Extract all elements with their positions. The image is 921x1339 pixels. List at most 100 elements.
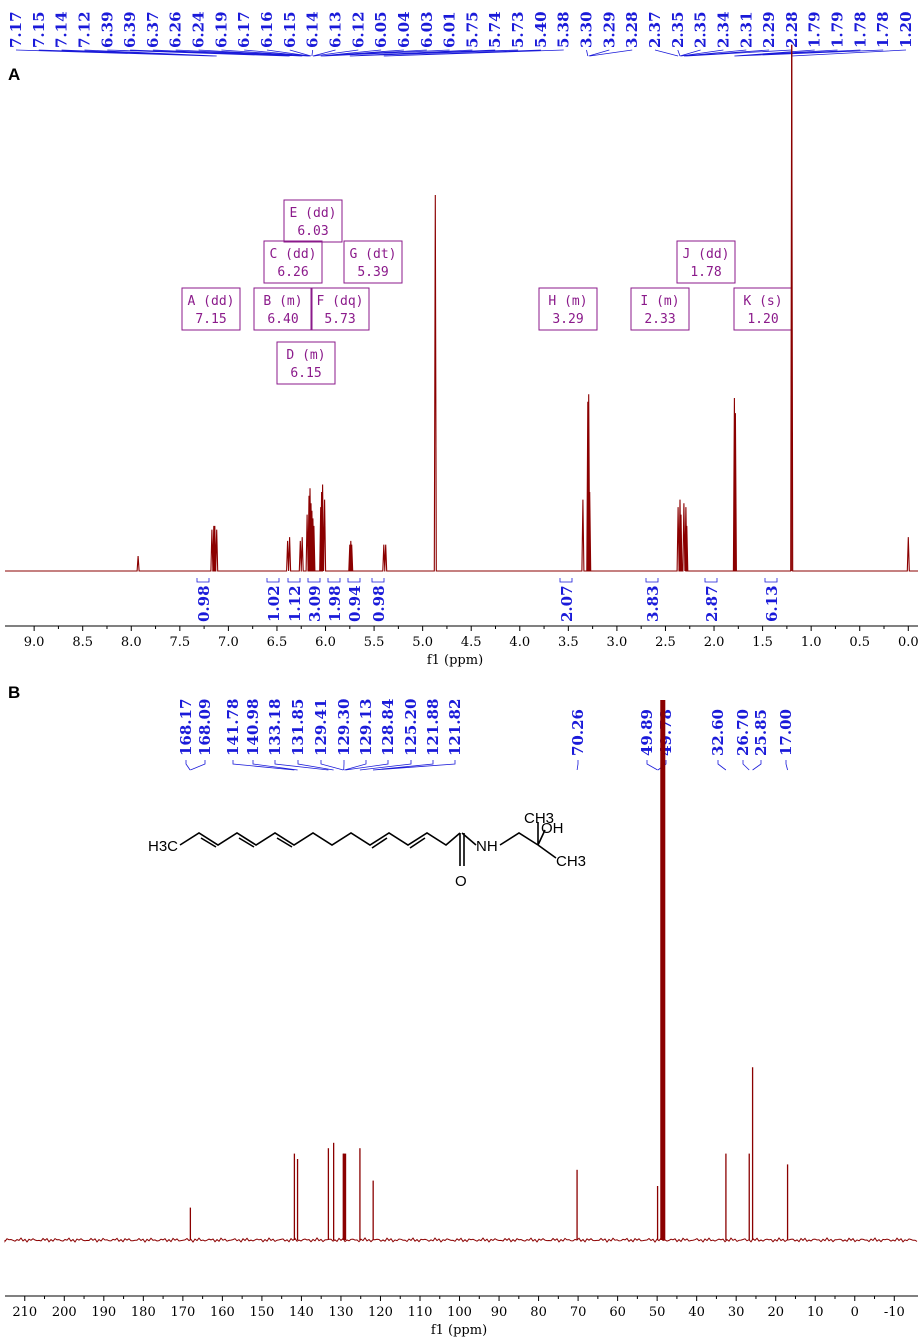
b-tick-label: 50 [649, 1305, 666, 1320]
a-integrals: 0.98 1.02 1.12 3.09 1.98 0.94 0.98 2.07 3.83 2.87… [195, 578, 781, 622]
a-peak-label: 5.74 [486, 11, 504, 48]
a-peak-label: 5.75 [463, 11, 481, 48]
a-peak-label: 1.78 [874, 11, 892, 48]
a-integral-bracket [645, 578, 659, 583]
a-peak-label: 6.24 [190, 11, 208, 48]
a-multiplet-box [263, 240, 323, 284]
a-multiplet-name: B (m) [263, 294, 302, 309]
a-peak-label: 2.35 [669, 11, 687, 48]
a-peak-label: 6.12 [349, 11, 367, 48]
b-peak-label: 125.20 [402, 699, 420, 756]
a-multiplet-name: F (dq) [317, 294, 364, 309]
b-tick-label: -10 [884, 1305, 905, 1320]
structure-ch3-right-label: CH3 [556, 853, 586, 870]
b-peak-label: 140.98 [244, 699, 262, 756]
b-tick-label: 90 [491, 1305, 508, 1320]
structure-chain-bonds [179, 832, 461, 846]
chemical-structure [179, 822, 557, 866]
a-tick-label: 7.5 [169, 635, 190, 650]
a-integral-value: 0.94 [346, 585, 364, 622]
b-peak-label: 129.13 [357, 699, 375, 756]
a-multiplet-name: K (s) [743, 294, 782, 309]
b-peak-label: 168.17 [177, 699, 195, 756]
b-tick-label: 120 [368, 1305, 393, 1320]
a-peak-label: 3.30 [578, 11, 596, 48]
a-peak-label: 3.29 [600, 11, 618, 48]
a-peak-label: 1.78 [851, 11, 869, 48]
a-integral-bracket [764, 578, 778, 583]
a-peak-label: 7.12 [76, 11, 94, 48]
a-integral-bracket [704, 578, 718, 583]
a-peak-label: 6.13 [327, 11, 345, 48]
b-peak-label: 49.78 [657, 709, 675, 756]
a-spectrum-path [5, 44, 918, 572]
b-tick-label: 0 [851, 1305, 859, 1320]
a-tick-label: 0.0 [898, 635, 919, 650]
a-integral-value: 3.83 [644, 585, 662, 622]
b-baseline-noise [4, 1237, 918, 1243]
a-integral-bracket [266, 578, 280, 583]
a-multiplet-name: H (m) [548, 294, 587, 309]
b-tick-label: 20 [767, 1305, 784, 1320]
b-peak-label: 17.00 [777, 709, 795, 756]
a-x-axis: 9.0 8.5 8.0 7.5 7.0 6.5 6.0 5.5 5.0 4.5 4.0 3.5 3.0 2… [5, 625, 919, 650]
structure-o-label: O [455, 873, 467, 890]
a-multiplet-name: G (dt) [350, 247, 397, 262]
a-peak-label: 5.73 [509, 11, 527, 48]
b-peak-label: 131.85 [289, 699, 307, 756]
a-peak-label: 6.01 [441, 11, 459, 48]
a-spectrum-trace [5, 44, 918, 572]
a-tick-label: 6.0 [315, 635, 336, 650]
b-tick-label: 140 [289, 1305, 314, 1320]
b-tick-label: 110 [408, 1305, 433, 1320]
b-tick-label: 160 [210, 1305, 235, 1320]
a-peak-label: 6.16 [258, 11, 276, 48]
a-tick-label: 1.0 [801, 635, 822, 650]
a-multiplet-shift: 5.73 [324, 312, 355, 327]
a-tick-label: 9.0 [24, 635, 45, 650]
a-integral-bracket [327, 578, 341, 583]
a-integral-value: 1.12 [286, 585, 304, 622]
b-peak-connectors [185, 760, 788, 771]
a-integral-value: 1.02 [265, 585, 283, 622]
structure-ch3-top-label: CH3 [524, 810, 554, 827]
b-tick-label: 70 [570, 1305, 587, 1320]
a-multiplet-shift: 3.29 [552, 312, 583, 327]
a-tick-label: 5.0 [412, 635, 433, 650]
a-multiplet-box [630, 287, 690, 331]
a-peak-label: 6.04 [395, 11, 413, 48]
a-multiplet-box [538, 287, 598, 331]
a-multiplet-shift: 6.15 [290, 366, 321, 381]
b-tick-label: 180 [131, 1305, 156, 1320]
a-integral-value: 1.98 [326, 585, 344, 622]
a-integral-value: 2.07 [558, 585, 576, 622]
a-tick-label: 6.5 [267, 635, 288, 650]
structure-double-bonds [200, 837, 426, 849]
b-peak-label: 121.88 [424, 699, 442, 756]
structure-tail-bonds [537, 822, 557, 859]
a-peak-label: 6.26 [167, 11, 185, 48]
a-peak-label: 6.14 [304, 11, 322, 48]
a-tick-label: 4.5 [461, 635, 482, 650]
b-tick-label: 40 [688, 1305, 705, 1320]
panel-b-letter: B [8, 683, 20, 702]
a-integral-value: 0.98 [195, 585, 213, 622]
a-integral-value: 6.13 [763, 585, 781, 622]
a-peak-label: 7.17 [7, 11, 25, 48]
a-peak-label: 6.03 [418, 11, 436, 48]
a-peak-label: 5.38 [555, 11, 573, 48]
a-peak-label: 6.39 [121, 11, 139, 48]
b-tick-label: 10 [807, 1305, 824, 1320]
b-peak-label: 141.78 [224, 699, 242, 756]
a-integral-bracket [196, 578, 210, 583]
a-multiplet-shift: 7.15 [195, 312, 226, 327]
a-integral-value: 2.87 [703, 585, 721, 622]
a-peak-label: 6.05 [372, 11, 390, 48]
a-peak-label: 7.14 [53, 11, 71, 48]
b-peak-label: 133.18 [266, 699, 284, 756]
a-integral-bracket [371, 578, 385, 583]
a-multiplet-name: J (dd) [683, 247, 730, 262]
b-peak-label: 168.09 [196, 699, 214, 756]
a-multiplet-box [253, 287, 313, 331]
